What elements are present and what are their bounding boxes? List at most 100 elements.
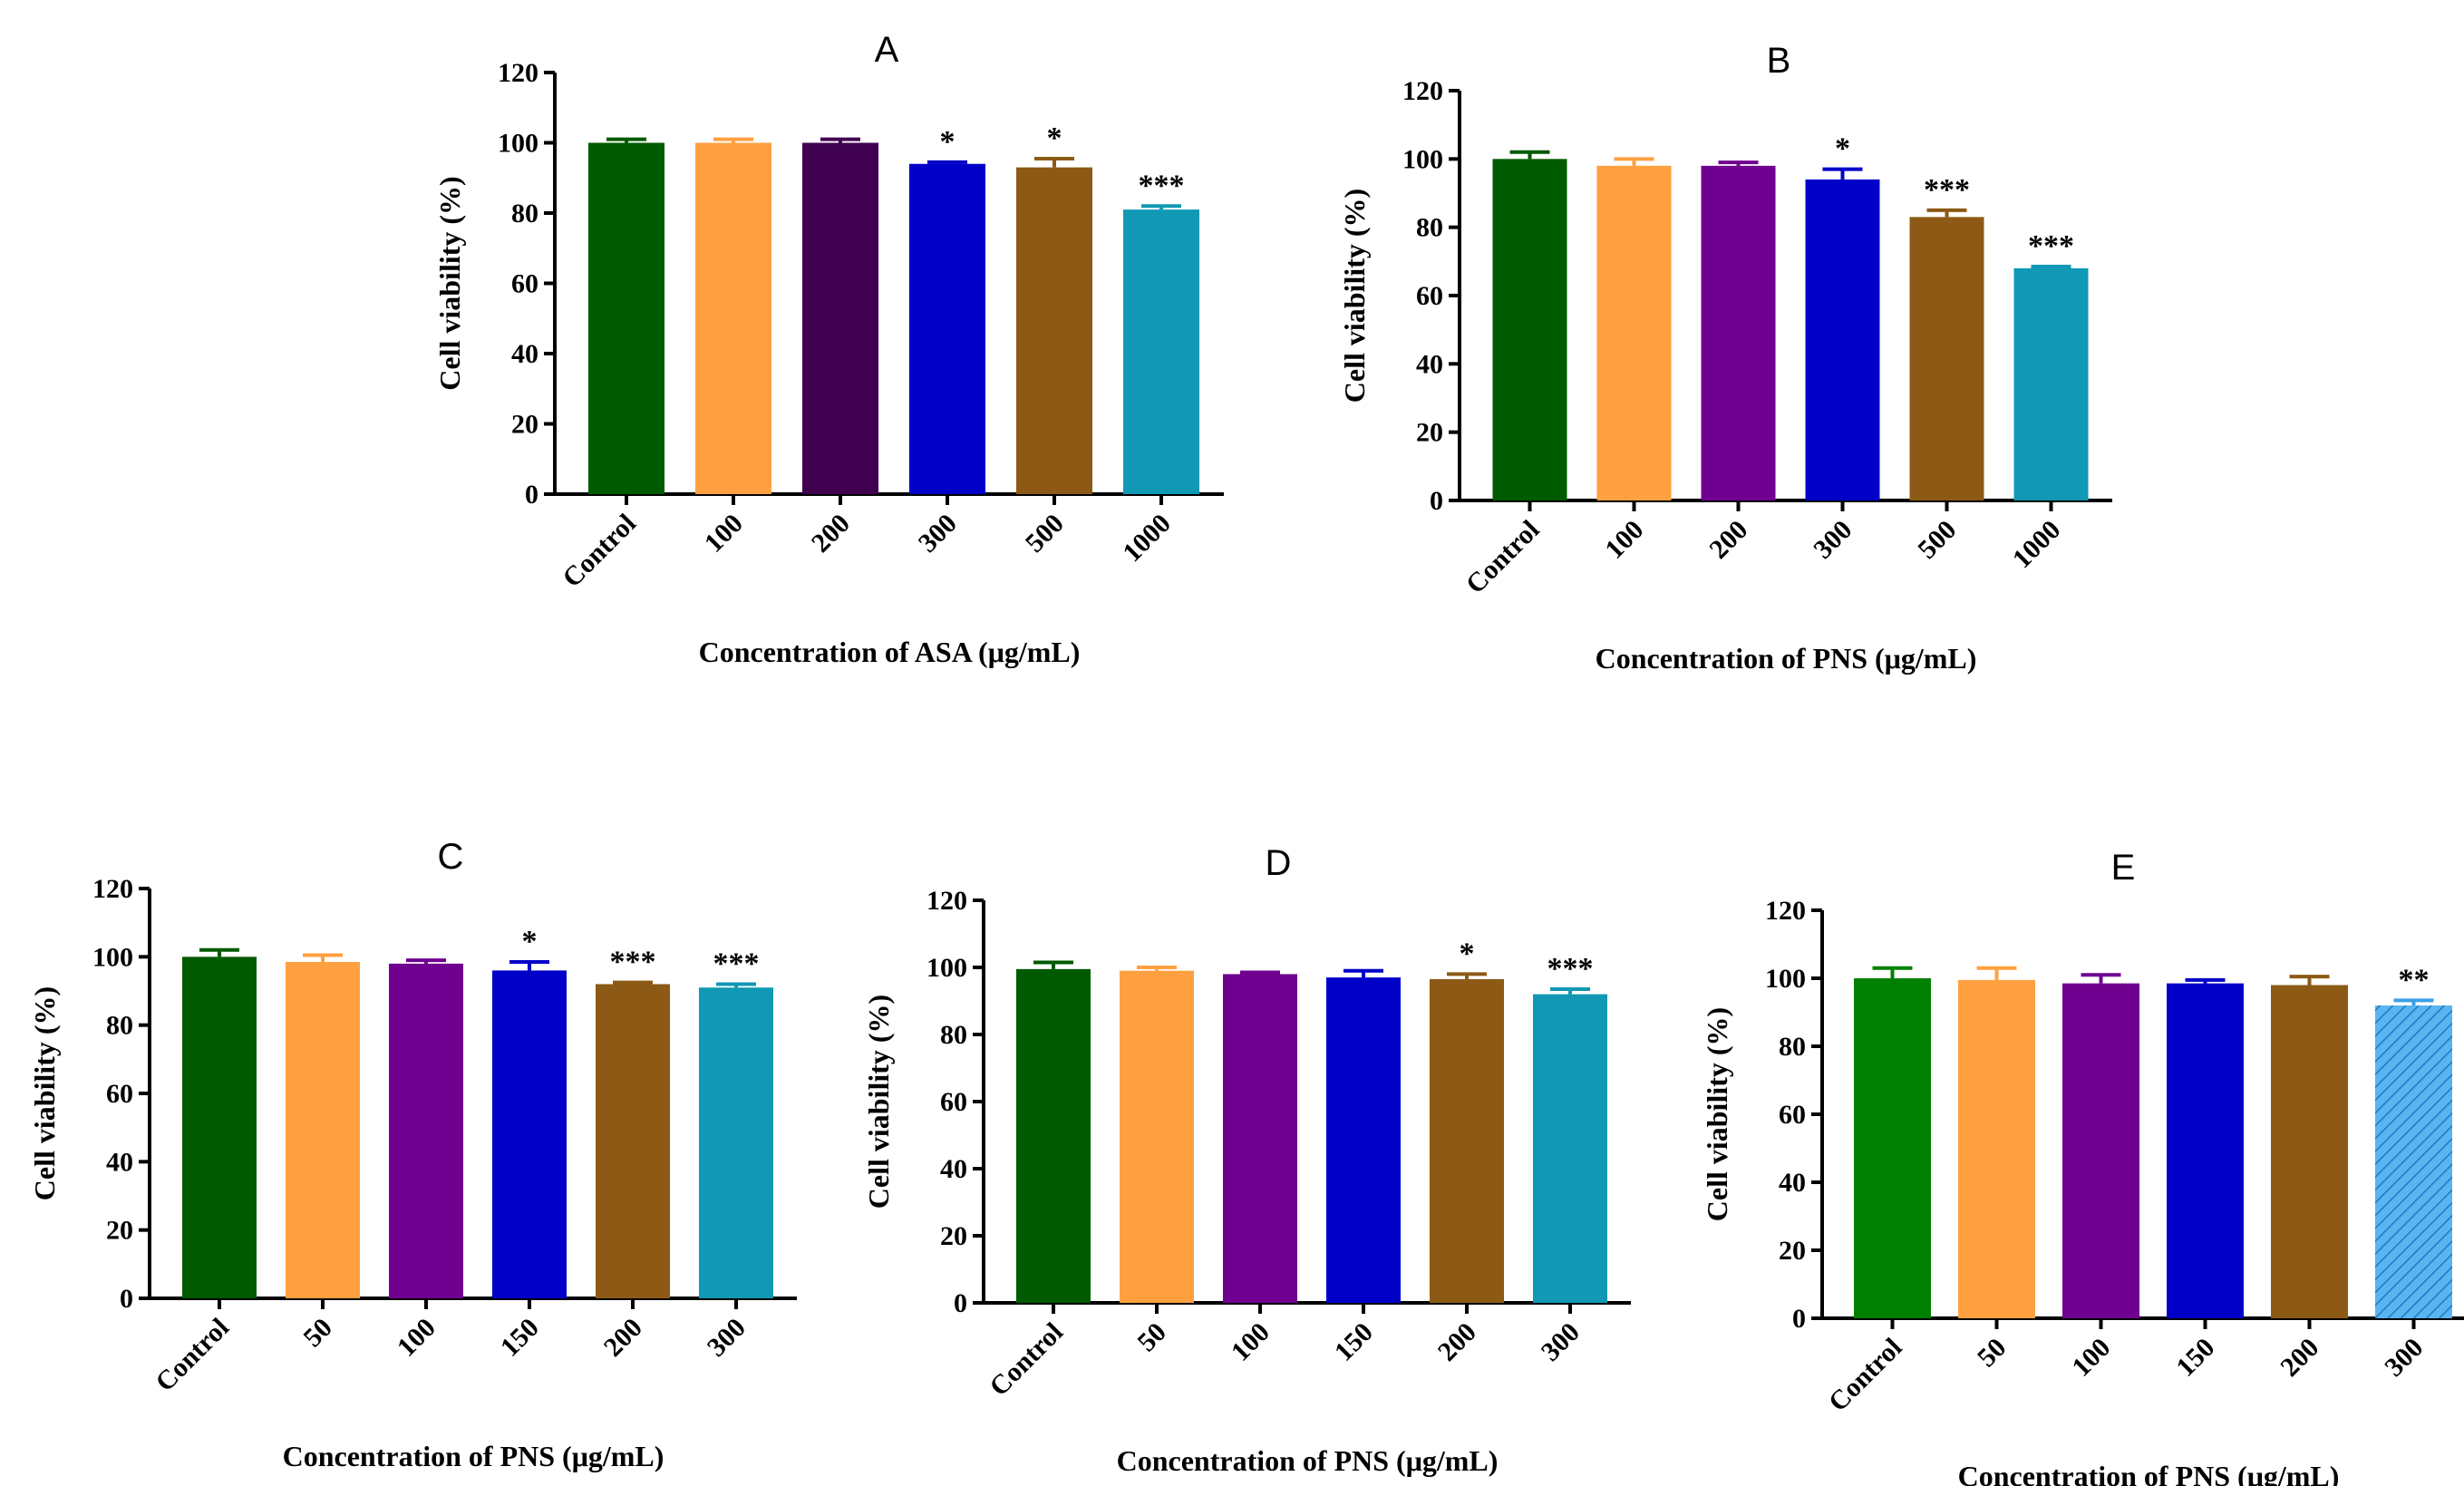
x-axis-title: Concentration of PNS (μg/mL) [1596,642,1977,675]
chart-panels: A 0 20 40 60 80 100 120 Cell viability (%) Contro… [28,30,2464,1486]
x-tick-label: 1000 [1117,509,1177,568]
panel-title: D [1266,843,1292,883]
significance-marker: *** [2028,229,2074,263]
y-tick-label: 40 [511,339,538,369]
y-tick-label: 20 [1779,1236,1806,1266]
bar-300 [909,163,985,494]
bar-150 [2167,983,2244,1318]
y-axis-title: Cell viability (%) [1701,1007,1733,1221]
y-tick-label: 80 [940,1020,967,1050]
y-tick-label: 0 [525,480,538,510]
y-tick-label: 100 [926,953,967,983]
y-tick-label: 20 [1416,418,1443,448]
bar-200 [1430,978,1504,1303]
x-axis-title: Concentration of PNS (μg/mL) [283,1440,665,1472]
y-tick-label: 80 [511,199,538,228]
y-tick-label: 80 [1416,213,1443,243]
significance-marker: * [1835,132,1850,166]
x-tick-label: 50 [297,1313,338,1354]
bar-150 [1326,977,1401,1303]
bar-500 [1016,167,1092,494]
x-tick-label: 200 [1432,1317,1482,1367]
bar-control [1016,968,1091,1303]
significance-marker: * [940,125,956,159]
y-tick-label: 80 [1779,1032,1806,1062]
y-tick-label: 0 [1430,486,1443,516]
panel-title: E [2111,848,2136,888]
panel-title: A [875,30,899,70]
y-tick-label: 60 [940,1087,967,1117]
significance-marker: *** [1924,173,1970,207]
y-tick-label: 100 [1402,144,1443,174]
bar-control [1854,978,1931,1318]
y-tick-label: 40 [106,1147,133,1177]
panel-title: C [438,837,464,877]
x-tick-label: 300 [913,509,963,558]
y-tick-label: 40 [1779,1168,1806,1198]
y-tick-label: 60 [1416,281,1443,311]
y-tick-label: 0 [954,1288,967,1318]
x-axis-title: Concentration of ASA (μg/mL) [699,636,1081,668]
y-tick-label: 40 [1416,349,1443,379]
y-tick-label: 120 [1402,76,1443,106]
bar-control [1492,159,1567,501]
significance-marker: * [1460,937,1475,970]
x-tick-label: 200 [1703,515,1753,565]
x-tick-label: 100 [2066,1333,2116,1383]
x-tick-label: Control [1460,515,1546,600]
x-tick-label: 500 [1912,515,1962,565]
y-tick-label: 120 [1765,896,1806,926]
x-axis-title: Concentration of PNS (μg/mL) [1958,1460,2340,1486]
significance-marker: ** [2399,963,2430,996]
panel-c: C 0 20 40 60 80 100 120 Cell viability (%) Contro… [28,837,797,1472]
significance-marker: * [1047,121,1062,155]
x-tick-label: 200 [2275,1333,2324,1383]
panel-b: B 0 20 40 60 80 100 120 Cell viability (%) Contro… [1338,41,2112,675]
y-tick-label: 100 [92,942,133,972]
bar-100 [695,142,771,494]
y-axis-title: Cell viability (%) [1338,189,1371,403]
x-tick-label: 50 [1972,1333,2013,1374]
y-tick-label: 80 [106,1011,133,1041]
x-tick-label: 100 [392,1313,441,1363]
bar-1000 [2013,267,2089,500]
x-tick-label: 100 [1599,515,1649,565]
y-tick-label: 0 [120,1284,133,1314]
significance-marker: *** [713,947,760,980]
bar-100 [389,963,463,1298]
significance-marker: *** [1547,952,1594,986]
x-tick-label: 1000 [2007,515,2067,575]
panel-title: B [1767,41,1791,81]
panel-e: E 0 20 40 60 80 100 120 Cell viability (%) Contro… [1701,848,2464,1486]
y-tick-label: 20 [940,1221,967,1251]
x-tick-label: 100 [699,509,749,558]
bar-100 [2062,983,2139,1318]
x-tick-label: 300 [702,1313,752,1363]
x-tick-label: 150 [495,1313,545,1363]
x-tick-label: 500 [1020,509,1070,558]
significance-marker: * [522,925,538,958]
bar-100 [1596,165,1672,500]
x-tick-label: 200 [806,509,856,558]
x-tick-label: 300 [1536,1317,1586,1367]
bar-200 [2271,985,2348,1318]
panel-a: A 0 20 40 60 80 100 120 Cell viability (%) Contro… [433,30,1224,668]
y-tick-label: 0 [1792,1304,1806,1334]
x-tick-label: 150 [2170,1333,2220,1383]
x-tick-label: Control [1823,1333,1908,1418]
x-tick-label: 100 [1226,1317,1276,1367]
x-tick-label: 50 [1131,1317,1172,1358]
y-tick-label: 100 [498,129,538,159]
bar-100 [1223,974,1297,1303]
y-tick-label: 120 [926,886,967,916]
y-tick-label: 20 [511,410,538,440]
x-tick-label: 200 [598,1313,648,1363]
y-tick-label: 40 [940,1154,967,1184]
y-axis-title: Cell viability (%) [433,176,466,390]
bar-50 [1958,979,2035,1318]
bar-200 [802,142,878,494]
significance-marker: *** [610,946,656,979]
bar-300 [1533,994,1607,1303]
x-tick-label: Control [150,1313,235,1398]
